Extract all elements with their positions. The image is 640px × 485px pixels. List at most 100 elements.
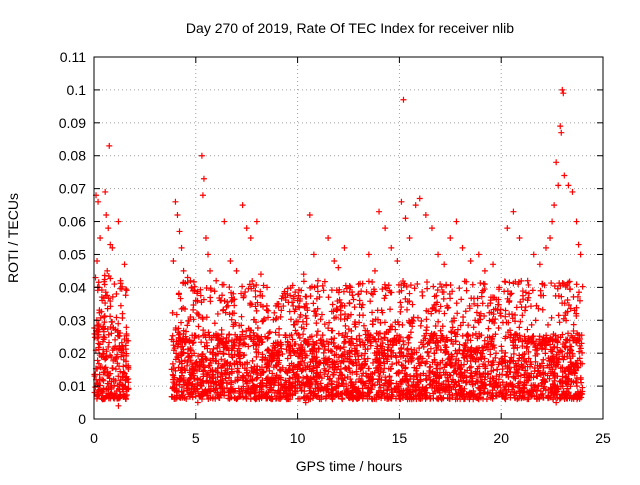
data-point — [280, 303, 287, 310]
data-point — [565, 330, 572, 337]
data-point — [507, 391, 514, 398]
data-point — [564, 308, 571, 315]
data-point — [230, 290, 237, 297]
data-point — [553, 159, 560, 166]
data-point — [525, 290, 532, 297]
data-point — [253, 349, 260, 356]
data-point — [359, 395, 366, 402]
data-point — [353, 342, 360, 349]
data-point — [235, 393, 242, 400]
data-point — [333, 351, 340, 358]
data-point — [377, 366, 384, 373]
data-point — [409, 301, 416, 308]
data-point — [468, 363, 475, 370]
data-point — [219, 388, 226, 395]
data-point — [120, 388, 127, 395]
data-point — [101, 365, 108, 372]
data-point — [325, 235, 332, 241]
data-point — [298, 368, 305, 375]
data-point — [385, 378, 392, 385]
data-point — [545, 393, 552, 400]
data-point — [433, 365, 440, 372]
data-point — [568, 363, 575, 370]
data-point — [412, 384, 419, 391]
data-point — [336, 296, 343, 303]
data-point — [549, 396, 556, 403]
y-tick-label: 0.09 — [59, 115, 86, 131]
data-point — [499, 366, 506, 373]
data-point — [374, 307, 381, 314]
data-point — [423, 279, 430, 286]
data-point — [457, 322, 464, 329]
data-point — [383, 390, 390, 397]
data-point — [95, 346, 102, 353]
data-point — [551, 283, 558, 290]
data-point — [553, 362, 560, 369]
data-point — [555, 355, 562, 362]
data-point — [221, 344, 228, 351]
data-point — [434, 287, 441, 294]
data-point — [486, 381, 493, 388]
data-point — [304, 374, 311, 381]
data-point — [318, 311, 325, 318]
data-point — [177, 376, 184, 383]
data-point — [105, 331, 112, 338]
data-point — [386, 373, 393, 380]
data-point — [514, 382, 521, 389]
data-point — [294, 318, 301, 325]
data-point — [304, 307, 311, 314]
data-point — [413, 365, 420, 372]
data-point — [319, 282, 326, 289]
data-point — [448, 362, 455, 369]
data-point — [325, 294, 332, 301]
data-point — [184, 346, 191, 353]
data-point — [102, 188, 109, 195]
data-point — [561, 391, 568, 398]
data-point — [170, 385, 177, 392]
data-point — [372, 356, 379, 363]
data-point — [116, 363, 123, 370]
plot-frame — [93, 56, 604, 420]
data-point — [443, 336, 450, 343]
data-point — [453, 391, 460, 398]
data-point — [295, 395, 302, 402]
data-point — [253, 218, 260, 225]
data-point — [258, 388, 265, 395]
data-point — [493, 350, 500, 357]
data-point — [481, 376, 488, 383]
data-point — [556, 319, 563, 326]
data-point — [243, 395, 250, 402]
data-point — [109, 244, 116, 251]
data-point — [440, 369, 447, 376]
data-point — [185, 317, 192, 324]
data-point — [117, 368, 124, 375]
data-point — [535, 383, 542, 390]
data-point — [203, 314, 210, 321]
data-point — [115, 320, 122, 327]
data-point — [188, 371, 195, 378]
data-point — [447, 235, 454, 241]
data-point — [579, 283, 586, 290]
data-point — [492, 331, 499, 338]
data-point — [254, 325, 261, 332]
data-point — [518, 304, 525, 311]
data-point — [329, 301, 336, 308]
data-point — [492, 305, 499, 312]
data-point — [535, 305, 542, 312]
data-point — [533, 395, 540, 402]
data-point — [568, 347, 575, 354]
data-point — [564, 395, 571, 402]
data-point — [474, 395, 481, 402]
data-point — [356, 297, 363, 304]
data-point — [250, 369, 257, 376]
data-point — [352, 379, 359, 386]
data-point — [253, 375, 260, 382]
data-point — [226, 311, 233, 318]
data-point — [296, 381, 303, 388]
data-point — [97, 235, 104, 241]
data-point — [481, 313, 488, 320]
data-point — [455, 362, 462, 369]
data-point — [398, 281, 405, 288]
data-point — [389, 323, 396, 330]
